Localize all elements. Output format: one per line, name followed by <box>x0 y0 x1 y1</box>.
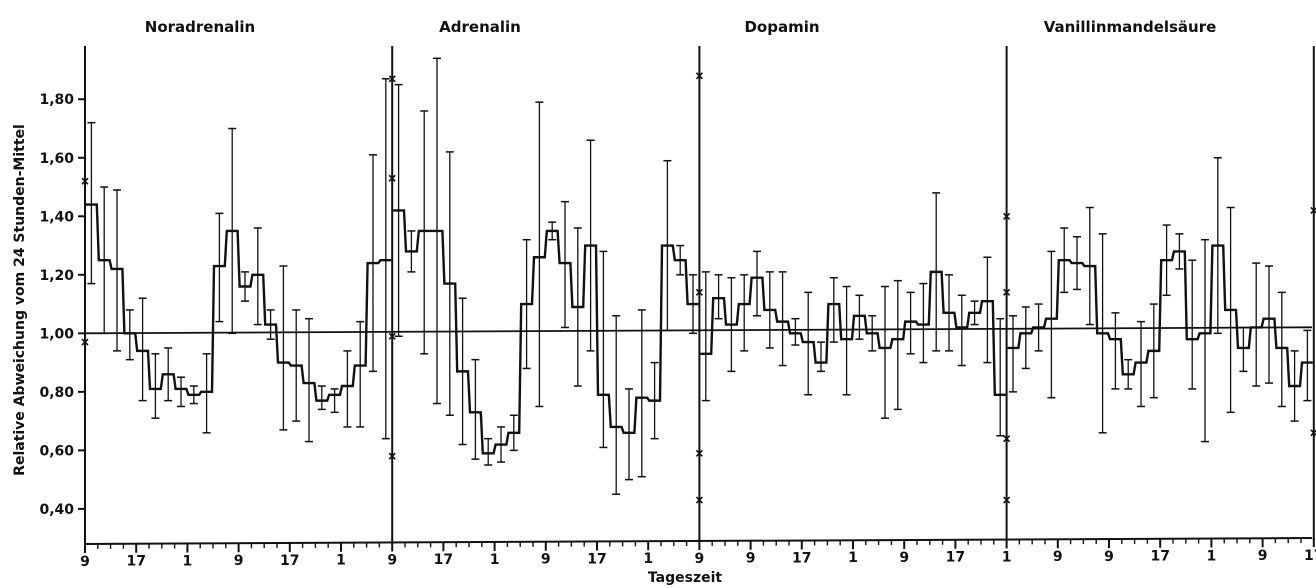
y-tick-label: 0,60 <box>39 443 74 459</box>
error-bars-group <box>87 57 1312 496</box>
y-tick-label: 0,80 <box>39 385 74 401</box>
extreme-mark <box>388 452 396 460</box>
panel-title-adrenalin: Adrenalin <box>439 18 521 36</box>
x-tick-label: 9 <box>1258 548 1268 564</box>
x-tick-label: 9 <box>1104 549 1114 565</box>
x-tick-label: 9 <box>234 553 244 569</box>
panel-titles: Noradrenalin Adrenalin Dopamin Vanillinm… <box>145 18 1217 36</box>
panel-title-noradrenalin: Noradrenalin <box>145 18 255 36</box>
x-tick-label: 1 <box>183 553 193 569</box>
panel-title-dopamin: Dopamin <box>744 18 819 36</box>
reference-line-group <box>84 326 1313 335</box>
series-line-noradrenalin <box>86 203 392 402</box>
panel-title-vanillinmandelsaeure: Vanillinmandelsäure <box>1044 18 1217 36</box>
reference-line <box>84 326 1313 335</box>
x-tick-label: 9 <box>899 550 909 566</box>
x-tick-label: 1 <box>1002 549 1012 565</box>
extreme-marks-group <box>81 72 1316 504</box>
y-tick-label: 1,60 <box>39 151 74 167</box>
x-tick-label: 17 <box>946 550 965 566</box>
extreme-mark <box>1003 496 1011 504</box>
y-axis: 1,80 1,60 1,40 1,20 1,00 0,80 0,60 0,40 <box>39 46 86 544</box>
x-tick-label: 9 <box>387 552 397 568</box>
extreme-mark <box>695 496 703 504</box>
y-tick-label: 0,40 <box>39 502 74 518</box>
x-tick-label: 9 <box>695 551 705 567</box>
series-group <box>86 203 1313 455</box>
x-tick-label: 17 <box>1150 549 1169 565</box>
extreme-mark <box>1003 288 1011 296</box>
x-axis-label: Tageszeit <box>648 570 722 586</box>
extreme-mark <box>695 288 703 296</box>
x-tick-label: 17 <box>126 554 145 570</box>
x-tick-label: 1 <box>643 551 653 567</box>
x-tick-label: 9 <box>541 552 551 568</box>
y-tick-label: 1,00 <box>39 326 74 342</box>
x-tick-label: 17 <box>280 553 299 569</box>
x-tick-label: 9 <box>1053 549 1063 565</box>
extreme-mark <box>1003 435 1011 443</box>
y-tick-label: 1,40 <box>39 209 74 225</box>
x-tick-label: 1 <box>336 553 346 569</box>
x-axis: 91719171917191719917191719917191719 <box>80 537 1316 570</box>
x-tick-label: 17 <box>1304 548 1316 564</box>
panel-separators <box>391 46 1315 545</box>
series-line-dopamin <box>700 270 1006 396</box>
x-tick-label: 1 <box>1207 548 1217 564</box>
extreme-mark <box>695 72 703 80</box>
x-tick-label: 17 <box>434 552 453 568</box>
x-tick-label: 17 <box>792 550 811 566</box>
extreme-mark <box>388 75 396 83</box>
extreme-mark <box>81 338 89 346</box>
x-tick-label: 17 <box>587 551 606 567</box>
x-tick-label: 9 <box>746 551 756 567</box>
x-tick-label: 1 <box>848 550 858 566</box>
y-tick-label: 1,80 <box>39 92 74 108</box>
series-line-adrenalin <box>393 209 699 455</box>
extreme-mark <box>1003 212 1011 220</box>
y-tick-label: 1,20 <box>39 268 74 284</box>
extreme-mark <box>81 177 89 185</box>
series-line-vanillinmandelsäure <box>1007 244 1313 388</box>
y-axis-label: Relative Abweichung vom 24 Stunden-Mitte… <box>12 124 28 476</box>
x-tick-label: 1 <box>490 552 500 568</box>
extreme-mark <box>388 332 396 340</box>
x-tick-label: 9 <box>80 554 90 570</box>
extreme-mark <box>695 449 703 457</box>
extreme-mark <box>388 174 396 182</box>
